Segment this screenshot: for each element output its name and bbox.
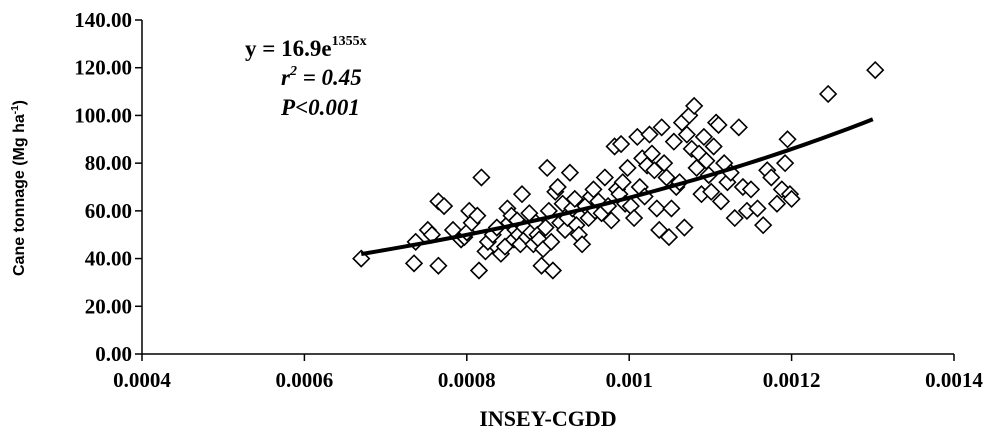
x-tick-label: 0.0012 [763,368,821,392]
data-point [538,158,557,178]
data-point [647,199,666,218]
x-tick-label: 0.0004 [113,368,171,392]
data-point [469,261,489,280]
y-tick-label: 120.00 [74,56,132,80]
data-point [725,208,744,228]
y-tick-label: 0.00 [95,342,132,366]
equation-text: y = 16.9e1355x [245,34,367,61]
data-point [468,206,487,225]
data-point [748,199,767,218]
x-tick-label: 0.0008 [438,368,496,392]
data-point [729,118,748,137]
y-tick-label: 100.00 [74,103,132,127]
x-axis-label: INSEY-CGDD [479,406,616,431]
y-tick-label: 40.00 [85,247,132,271]
data-point [618,158,637,178]
data-point [775,154,795,173]
regression-annotation: y = 16.9e1355x r2 = 0.45 P<0.001 [245,34,367,120]
r-squared-text: r2 = 0.45 [281,64,362,90]
data-point [675,218,694,237]
x-tick-label: 0.0006 [276,368,334,392]
data-point [640,125,659,144]
y-tick-label: 20.00 [85,294,132,318]
y-tick-label: 140.00 [74,8,132,32]
data-point [611,134,631,154]
data-points [352,60,885,280]
data-point [572,235,592,254]
x-axis: 0.0004 0.0006 0.0008 0.001 0.0012 0.0014 [113,353,983,392]
trendline [360,117,874,257]
data-point [704,137,723,156]
data-point [782,189,801,209]
y-tick-label: 60.00 [85,199,132,223]
data-point [659,227,679,247]
data-point [352,249,371,268]
x-tick-label: 0.001 [606,368,653,392]
data-point [512,185,532,204]
data-point [778,130,797,149]
data-point [642,144,662,163]
p-value-text: P<0.001 [280,95,360,120]
data-point [762,168,781,187]
data-point [548,177,567,197]
data-point [767,194,787,213]
y-axis: 0.00 20.00 40.00 60.00 80.00 100.00 120.00 140.… [74,8,143,366]
data-point [664,132,683,151]
data-point [866,60,885,80]
data-point [702,182,721,201]
data-point [429,256,448,275]
data-point [404,254,424,273]
data-point [709,115,728,135]
data-point [677,125,696,144]
data-point [662,199,681,218]
data-point [819,84,838,104]
data-point [685,96,704,116]
y-axis-label: Cane tonnage (Mg ha-1) [10,100,28,276]
data-point [741,180,761,199]
data-point [560,163,580,182]
trendline-curve [360,117,874,257]
data-point [624,208,644,228]
data-point [434,196,454,216]
data-point [543,261,563,280]
data-point [536,218,555,237]
data-point [754,216,773,235]
data-point [472,168,491,187]
data-point [657,168,676,187]
data-point [595,168,614,187]
data-point [694,127,714,147]
data-point [652,118,671,137]
data-point [602,211,621,230]
x-tick-label: 0.0014 [925,368,983,392]
data-point [613,173,632,192]
data-point [711,192,731,211]
y-tick-label: 80.00 [85,151,132,175]
data-point [565,189,584,209]
data-point [542,232,561,252]
